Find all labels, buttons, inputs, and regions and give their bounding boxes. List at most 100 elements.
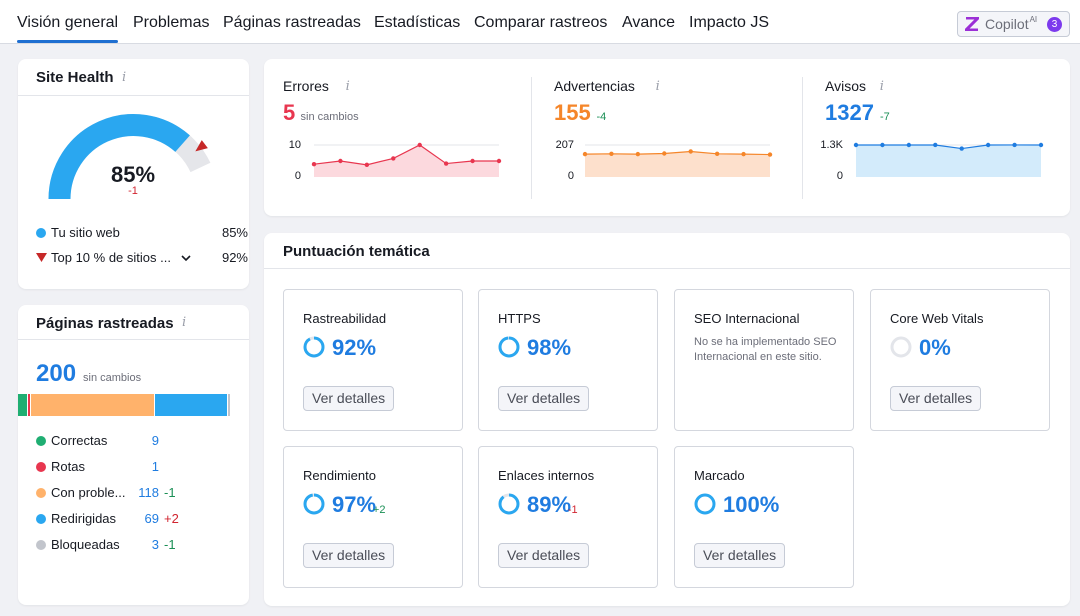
- crawled-row-value[interactable]: 9: [151, 433, 159, 448]
- theme-card-name: Core Web Vitals: [890, 311, 984, 326]
- legend-top-sites[interactable]: Top 10 % de sitios ... 92%: [36, 250, 248, 265]
- theme-card-name: HTTPS: [498, 311, 541, 326]
- crawled-pages-count[interactable]: 200: [36, 360, 77, 387]
- gauge-fill: [48, 114, 190, 200]
- crawled-row-redirigidas: Redirigidas: [36, 511, 116, 526]
- chevron-down-icon[interactable]: [181, 254, 191, 262]
- crawled-row-label: Rotas: [51, 459, 85, 474]
- score-ring-fill: [694, 493, 716, 515]
- crawled-row-value[interactable]: 3: [151, 537, 159, 552]
- info-icon[interactable]: i: [879, 79, 884, 94]
- crawled-row-value[interactable]: 1: [151, 459, 159, 474]
- score-ring-icon: [498, 493, 520, 515]
- metric-delta: -4: [596, 111, 607, 123]
- triangle-down-icon: [36, 253, 47, 262]
- circle-icon: [36, 540, 46, 550]
- theme-card-seo-internacional: SEO Internacional No se ha implementado S…: [674, 289, 854, 431]
- theme-card-rendimiento: Rendimiento 97% +2 Ver detalles: [283, 446, 463, 588]
- site-health-info-icon[interactable]: i: [122, 70, 127, 85]
- circle-icon: [36, 488, 46, 498]
- view-details-button[interactable]: Ver detalles: [890, 386, 982, 411]
- tab-paginas-rastreadas[interactable]: Páginas rastreadas: [223, 14, 361, 31]
- info-icon[interactable]: i: [345, 79, 350, 94]
- view-details-button[interactable]: Ver detalles: [498, 386, 590, 411]
- crawled-row-label: Correctas: [51, 433, 108, 448]
- theme-card-core-web-vitals: Core Web Vitals 0% Ver detalles: [870, 289, 1050, 431]
- score-ring-fill: [303, 336, 325, 358]
- crawled-row-label: Con proble...: [51, 485, 126, 500]
- tab-problemas[interactable]: Problemas: [133, 14, 210, 31]
- crawled-row-value[interactable]: 69: [144, 511, 159, 526]
- circle-icon: [36, 436, 46, 446]
- score-ring-icon: [694, 493, 716, 515]
- copilot-button[interactable]: Copilot AI 3: [957, 11, 1070, 37]
- crawled-pages-stacked-bar: [18, 394, 230, 416]
- theme-card-score: 100%: [723, 492, 780, 517]
- crawled-row-delta: -1: [164, 537, 176, 552]
- theme-card-score: 89%: [527, 492, 572, 517]
- view-details-button[interactable]: Ver detalles: [303, 543, 395, 568]
- copilot-count-badge: 3: [1047, 17, 1062, 32]
- tab-estadisticas[interactable]: Estadísticas: [374, 14, 461, 31]
- score-ring-icon: [303, 336, 325, 358]
- circle-icon: [36, 228, 46, 238]
- copilot-icon: [965, 17, 979, 31]
- crawled-pages-divider: [18, 339, 249, 340]
- site-health-title: Site Health: [36, 69, 114, 86]
- score-ring-track: [890, 336, 912, 358]
- top-sites-marker-icon: [195, 140, 208, 152]
- score-ring-icon: [303, 493, 325, 515]
- score-ring-fill: [498, 336, 520, 358]
- circle-icon: [36, 514, 46, 524]
- info-icon[interactable]: i: [655, 79, 660, 94]
- chart-axis-top-label: 207: [555, 139, 574, 151]
- chart-axis-top-label: 1.3K: [820, 139, 843, 151]
- crawled-row-conproble: Con proble...: [36, 485, 125, 500]
- crawled-row-label: Redirigidas: [51, 511, 117, 526]
- tab-vision-general[interactable]: Visión general: [17, 14, 119, 31]
- metric-value-advertencias[interactable]: 155: [554, 100, 591, 125]
- score-ring-fill: [498, 493, 520, 515]
- metric-delta: sin cambios: [300, 111, 359, 123]
- tab-comparar-rastreos[interactable]: Comparar rastreos: [474, 14, 608, 31]
- metrics-separator: [802, 77, 803, 199]
- metrics-separator: [531, 77, 532, 199]
- metric-delta: -7: [880, 111, 890, 123]
- view-details-button[interactable]: Ver detalles: [694, 543, 786, 568]
- stack-bar-segment: [18, 394, 28, 416]
- stack-bar-segment: [154, 394, 227, 416]
- chart-axis-top-label: 10: [288, 139, 301, 151]
- view-details-button[interactable]: Ver detalles: [498, 543, 590, 568]
- crawled-row-rotas: Rotas: [36, 459, 85, 474]
- stack-bar-segment: [27, 394, 31, 416]
- active-tab-indicator: [17, 40, 118, 43]
- crawled-pages-count-note: sin cambios: [83, 372, 142, 384]
- theme-card-score: 97%: [332, 492, 377, 517]
- site-health-delta: -1: [128, 185, 138, 197]
- tab-avance[interactable]: Avance: [622, 14, 676, 31]
- theme-card-score: 92%: [332, 335, 377, 360]
- theme-card-rastreabilidad: Rastreabilidad 92% Ver detalles: [283, 289, 463, 431]
- tab-impacto-js[interactable]: Impacto JS: [689, 14, 770, 31]
- crawled-row-value[interactable]: 118: [138, 485, 159, 500]
- stack-bar-segment: [30, 394, 155, 416]
- theme-card-name: Enlaces internos: [498, 468, 595, 483]
- theme-card-score: 0%: [919, 335, 951, 360]
- crawled-row-label: Bloqueadas: [51, 537, 120, 552]
- theme-card-delta: -1: [567, 504, 578, 516]
- metric-value-avisos[interactable]: 1327: [825, 100, 874, 125]
- theme-card-note: No se ha implementado SEO Internacional …: [694, 336, 837, 363]
- crawled-pages-info-icon[interactable]: i: [182, 315, 187, 330]
- site-health-divider: [18, 95, 249, 96]
- theme-card-marcado: Marcado 100% Ver detalles: [674, 446, 854, 588]
- view-details-button[interactable]: Ver detalles: [303, 386, 395, 411]
- theme-card-name: Marcado: [694, 468, 745, 483]
- legend-your-site-value: 85%: [221, 225, 248, 240]
- metric-label-advertencias: Advertencias: [554, 78, 635, 94]
- score-ring-fill: [303, 493, 325, 515]
- metric-value-errores[interactable]: 5: [283, 100, 296, 125]
- chart-axis-bottom-label: 0: [567, 170, 574, 182]
- theme-card-https: HTTPS 98% Ver detalles: [478, 289, 658, 431]
- theme-card-name: Rastreabilidad: [303, 311, 387, 326]
- site-health-gauge: [48, 114, 211, 200]
